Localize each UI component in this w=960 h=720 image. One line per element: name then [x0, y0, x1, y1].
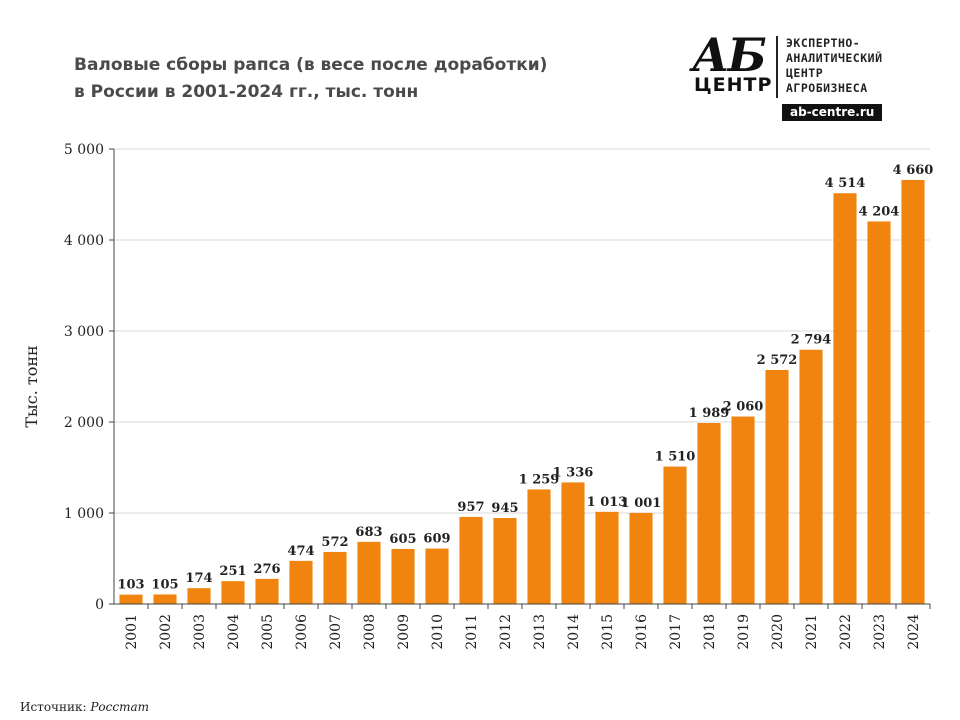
- bar-value-label: 105: [151, 577, 178, 592]
- y-tick-label: 5 000: [64, 142, 104, 158]
- x-tick-label: 2024: [906, 614, 922, 650]
- bar: [629, 512, 653, 604]
- bar: [697, 423, 721, 604]
- bar: [153, 594, 177, 604]
- x-tick-label: 2020: [770, 614, 786, 650]
- x-tick-label: 2004: [226, 614, 242, 650]
- logo-tagline: ЭКСПЕРТНО- АНАЛИТИЧЕСКИЙ ЦЕНТР АГРОБИЗНЕ…: [786, 36, 883, 96]
- source-note: Источник: Росстат: [20, 700, 149, 714]
- logo-line-1: ЭКСПЕРТНО-: [786, 36, 861, 50]
- x-tick-label: 2002: [158, 614, 174, 650]
- bar: [561, 482, 585, 604]
- bar-value-label: 2 572: [757, 353, 798, 368]
- bar-value-label: 1 001: [621, 496, 662, 511]
- source-name: Росстат: [90, 700, 150, 714]
- bar-value-label: 605: [389, 532, 416, 547]
- y-tick-label: 1 000: [64, 506, 104, 522]
- x-tick-label: 2001: [124, 614, 140, 650]
- x-tick-label: 2015: [600, 614, 616, 650]
- bar-value-label: 957: [457, 500, 484, 515]
- bar-value-label: 4 204: [859, 204, 900, 219]
- bar: [867, 221, 891, 604]
- bar: [425, 548, 449, 604]
- bar-value-label: 474: [287, 544, 314, 559]
- chart-title-line1: Валовые сборы рапса (в весе после дорабо…: [74, 55, 548, 75]
- bar: [187, 588, 211, 604]
- logo-ab-letters: АБ: [692, 28, 767, 82]
- bar-value-label: 174: [185, 571, 212, 586]
- chart-title-line2: в России в 2001-2024 гг., тыс. тонн: [74, 82, 419, 102]
- bar: [799, 349, 823, 604]
- y-tick-label: 2 000: [64, 415, 104, 431]
- bar: [833, 193, 857, 604]
- x-tick-label: 2010: [430, 614, 446, 650]
- x-tick-label: 2019: [736, 614, 752, 650]
- x-tick-label: 2022: [838, 614, 854, 650]
- x-tick-label: 2005: [260, 614, 276, 650]
- x-tick-label: 2018: [702, 614, 718, 650]
- ab-centre-logo: АБ ЦЕНТР ЭКСПЕРТНО- АНАЛИТИЧЕСКИЙ ЦЕНТР …: [690, 28, 940, 124]
- bar-value-label: 4 660: [893, 163, 934, 178]
- bar: [221, 581, 245, 604]
- x-tick-label: 2006: [294, 614, 310, 650]
- x-tick-label: 2013: [532, 614, 548, 650]
- bar-value-label: 2 794: [791, 333, 832, 348]
- logo-line-4: АГРОБИЗНЕСА: [786, 81, 868, 95]
- chart-title: Валовые сборы рапса (в весе после дорабо…: [74, 52, 547, 106]
- logo-line-2: АНАЛИТИЧЕСКИЙ: [786, 51, 883, 65]
- logo-center-word: ЦЕНТР: [694, 74, 773, 96]
- bar-value-label: 572: [321, 535, 348, 550]
- bar-value-label: 276: [253, 562, 280, 577]
- bar: [527, 489, 551, 604]
- y-tick-label: 3 000: [64, 324, 104, 340]
- x-tick-label: 2014: [566, 614, 582, 650]
- bar: [357, 541, 381, 604]
- x-tick-label: 2017: [668, 614, 684, 650]
- bar-value-label: 2 060: [723, 400, 764, 415]
- bar-value-label: 609: [423, 532, 450, 547]
- bar-value-label: 251: [219, 564, 246, 579]
- bar-value-label: 1 259: [519, 472, 560, 487]
- logo-line-3: ЦЕНТР: [786, 66, 824, 80]
- bar-value-label: 1 336: [553, 465, 594, 480]
- logo-url: ab-centre.ru: [782, 104, 883, 121]
- bar: [731, 416, 755, 604]
- bar: [289, 560, 313, 604]
- logo-divider: [776, 36, 778, 98]
- bar: [255, 578, 279, 604]
- x-tick-label: 2008: [362, 614, 378, 650]
- y-axis-label: Тыс. тонн: [22, 345, 41, 427]
- bar-chart: 0 1 000 2 000 3 000 4 000 5 000 Тыс. тонн 103 20…: [22, 142, 934, 650]
- x-tick-label: 2009: [396, 614, 412, 650]
- bar: [459, 516, 483, 604]
- bar-value-label: 1 510: [655, 450, 696, 465]
- y-tick-label: 0: [95, 597, 104, 613]
- bar-value-label: 1 989: [689, 406, 730, 421]
- bar: [595, 511, 619, 604]
- x-tick-label: 2007: [328, 614, 344, 650]
- bar-value-label: 1 013: [587, 495, 628, 510]
- x-tick-label: 2003: [192, 614, 208, 650]
- x-tick-label: 2012: [498, 614, 514, 650]
- bar: [663, 466, 687, 604]
- bar: [323, 551, 347, 604]
- x-tick-label: 2023: [872, 614, 888, 650]
- bar-value-label: 4 514: [825, 176, 866, 191]
- bar: [391, 548, 415, 604]
- x-tick-label: 2011: [464, 614, 480, 650]
- x-tick-label: 2021: [804, 614, 820, 650]
- bar-value-label: 945: [491, 501, 518, 516]
- bar: [119, 594, 143, 604]
- x-tick-label: 2016: [634, 614, 650, 650]
- bar: [493, 518, 517, 604]
- source-label: Источник:: [20, 700, 87, 714]
- bar: [901, 179, 925, 604]
- bar: [765, 369, 789, 604]
- bar-value-label: 683: [355, 525, 382, 540]
- y-tick-label: 4 000: [64, 233, 104, 249]
- bar-value-label: 103: [117, 578, 144, 593]
